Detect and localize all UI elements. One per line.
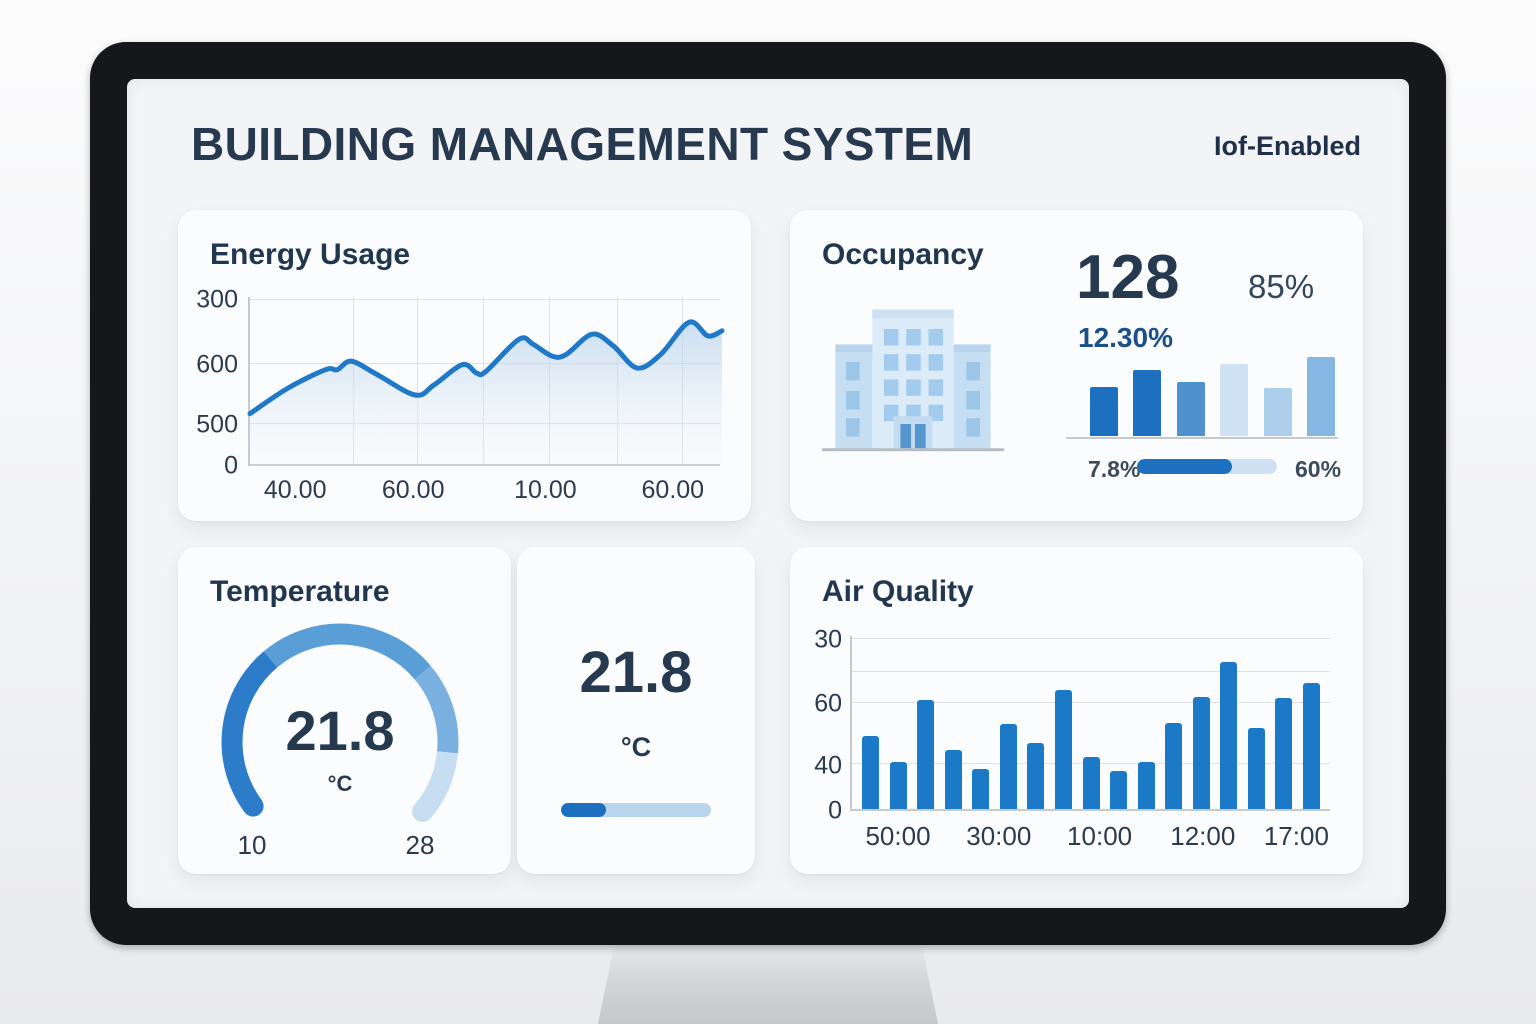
occupancy-card: Occupancy bbox=[790, 210, 1363, 521]
occupancy-baseline bbox=[1066, 437, 1338, 439]
air-x-tick: 10:00 bbox=[1067, 821, 1133, 851]
air-quality-bar bbox=[1275, 698, 1293, 809]
temperature-reading-card: 21.8 °C bbox=[517, 547, 755, 874]
page-title: BUILDING MANAGEMENT SYSTEM bbox=[191, 118, 974, 170]
air-y-axis: 30 60 40 0 bbox=[804, 625, 842, 825]
occupancy-bar-chart bbox=[1090, 354, 1335, 436]
air-x-tick: 30:00 bbox=[966, 821, 1032, 851]
air-x-tick: 17:00 bbox=[1263, 821, 1329, 851]
occupancy-title: Occupancy bbox=[822, 238, 984, 271]
air-quality-bar bbox=[1303, 682, 1320, 809]
reading-progress-bar bbox=[561, 803, 711, 817]
air-quality-bar bbox=[944, 750, 962, 809]
air-quality-bar bbox=[1165, 722, 1183, 809]
temperature-readout: 21.8 °C bbox=[208, 612, 472, 797]
air-quality-bar bbox=[1137, 762, 1155, 809]
air-x-tick: 12:00 bbox=[1170, 821, 1236, 851]
monitor-stand bbox=[598, 941, 938, 1024]
occupancy-bar bbox=[1263, 388, 1292, 436]
air-bar-chart bbox=[850, 636, 1330, 811]
air-quality-bar bbox=[1082, 757, 1100, 809]
temperature-unit: °C bbox=[327, 771, 353, 796]
energy-y-axis: 300 600 500 0 bbox=[194, 286, 238, 480]
dashboard-screen: BUILDING MANAGEMENT SYSTEM Iof-Enabled E… bbox=[127, 79, 1409, 908]
air-quality-bar bbox=[917, 700, 935, 809]
energy-y-tick: 300 bbox=[196, 285, 238, 314]
energy-x-tick: 60.00 bbox=[381, 476, 445, 504]
energy-usage-title: Energy Usage bbox=[210, 238, 411, 271]
air-quality-bar bbox=[1247, 727, 1265, 809]
occupancy-bar bbox=[1090, 386, 1118, 436]
occupancy-progress-bar bbox=[1137, 459, 1277, 474]
occupancy-delta: 12.30% bbox=[1078, 322, 1173, 353]
energy-x-axis: 40.00 60.00 10.00 60.00 bbox=[248, 476, 720, 506]
air-y-tick: 0 bbox=[828, 796, 842, 825]
monitor-bezel: BUILDING MANAGEMENT SYSTEM Iof-Enabled E… bbox=[90, 42, 1446, 945]
air-quality-card: Air Quality 30 60 40 0 50:00 30:00 10:00 12:00… bbox=[790, 547, 1363, 874]
occupancy-bar bbox=[1133, 370, 1162, 436]
gauge-max-label: 28 bbox=[405, 830, 435, 860]
energy-line-chart bbox=[247, 297, 725, 466]
air-quality-bar bbox=[1220, 661, 1238, 809]
occupancy-progress-right-label: 60% bbox=[1295, 456, 1342, 482]
energy-y-tick: 600 bbox=[196, 350, 238, 379]
energy-x-tick: 40.00 bbox=[263, 476, 327, 504]
air-x-tick: 50:00 bbox=[865, 821, 931, 851]
air-y-tick: 30 bbox=[814, 625, 842, 653]
gauge-min-label: 10 bbox=[237, 830, 267, 860]
air-quality-bar bbox=[862, 736, 879, 809]
air-quality-bar bbox=[889, 762, 907, 809]
air-quality-bar bbox=[972, 769, 990, 809]
energy-x-tick: 10.00 bbox=[514, 476, 577, 504]
occupancy-percent: 85% bbox=[1248, 268, 1315, 305]
air-quality-title: Air Quality bbox=[822, 575, 974, 608]
reading-unit: °C bbox=[620, 732, 652, 762]
air-quality-bar bbox=[1192, 696, 1210, 809]
air-quality-bar bbox=[1110, 770, 1128, 809]
temperature-title: Temperature bbox=[210, 575, 390, 608]
occupancy-progress-left-label: 7.8% bbox=[1088, 456, 1141, 482]
air-x-axis: 50:00 30:00 10:00 12:00 17:00 bbox=[850, 821, 1330, 851]
air-y-tick: 40 bbox=[814, 751, 842, 779]
temperature-gauge bbox=[221, 623, 459, 823]
energy-y-tick: 500 bbox=[196, 410, 238, 439]
energy-y-tick: 0 bbox=[224, 451, 238, 480]
energy-usage-card: Energy Usage 300 600 500 0 40.00 60.00 10.00 6… bbox=[178, 210, 751, 521]
air-quality-bar bbox=[999, 724, 1017, 809]
reading-value: 21.8 bbox=[579, 640, 693, 705]
iot-enabled-badge: Iof-Enabled bbox=[1214, 131, 1361, 161]
temperature-card: Temperature 21.8 °C 10 28 bbox=[178, 547, 511, 874]
occupancy-count: 128 bbox=[1076, 243, 1180, 312]
air-y-tick: 60 bbox=[814, 689, 842, 718]
reading-progress-fill bbox=[561, 803, 606, 817]
energy-x-tick: 60.00 bbox=[641, 476, 705, 504]
occupancy-bar bbox=[1176, 381, 1205, 436]
occupancy-progress-fill bbox=[1137, 459, 1233, 474]
temperature-value: 21.8 bbox=[285, 699, 395, 762]
air-quality-bar bbox=[1054, 689, 1072, 809]
air-quality-bar bbox=[1027, 743, 1045, 809]
occupancy-bar bbox=[1220, 363, 1249, 436]
occupancy-bar bbox=[1306, 357, 1335, 436]
building-icon bbox=[821, 309, 1005, 452]
